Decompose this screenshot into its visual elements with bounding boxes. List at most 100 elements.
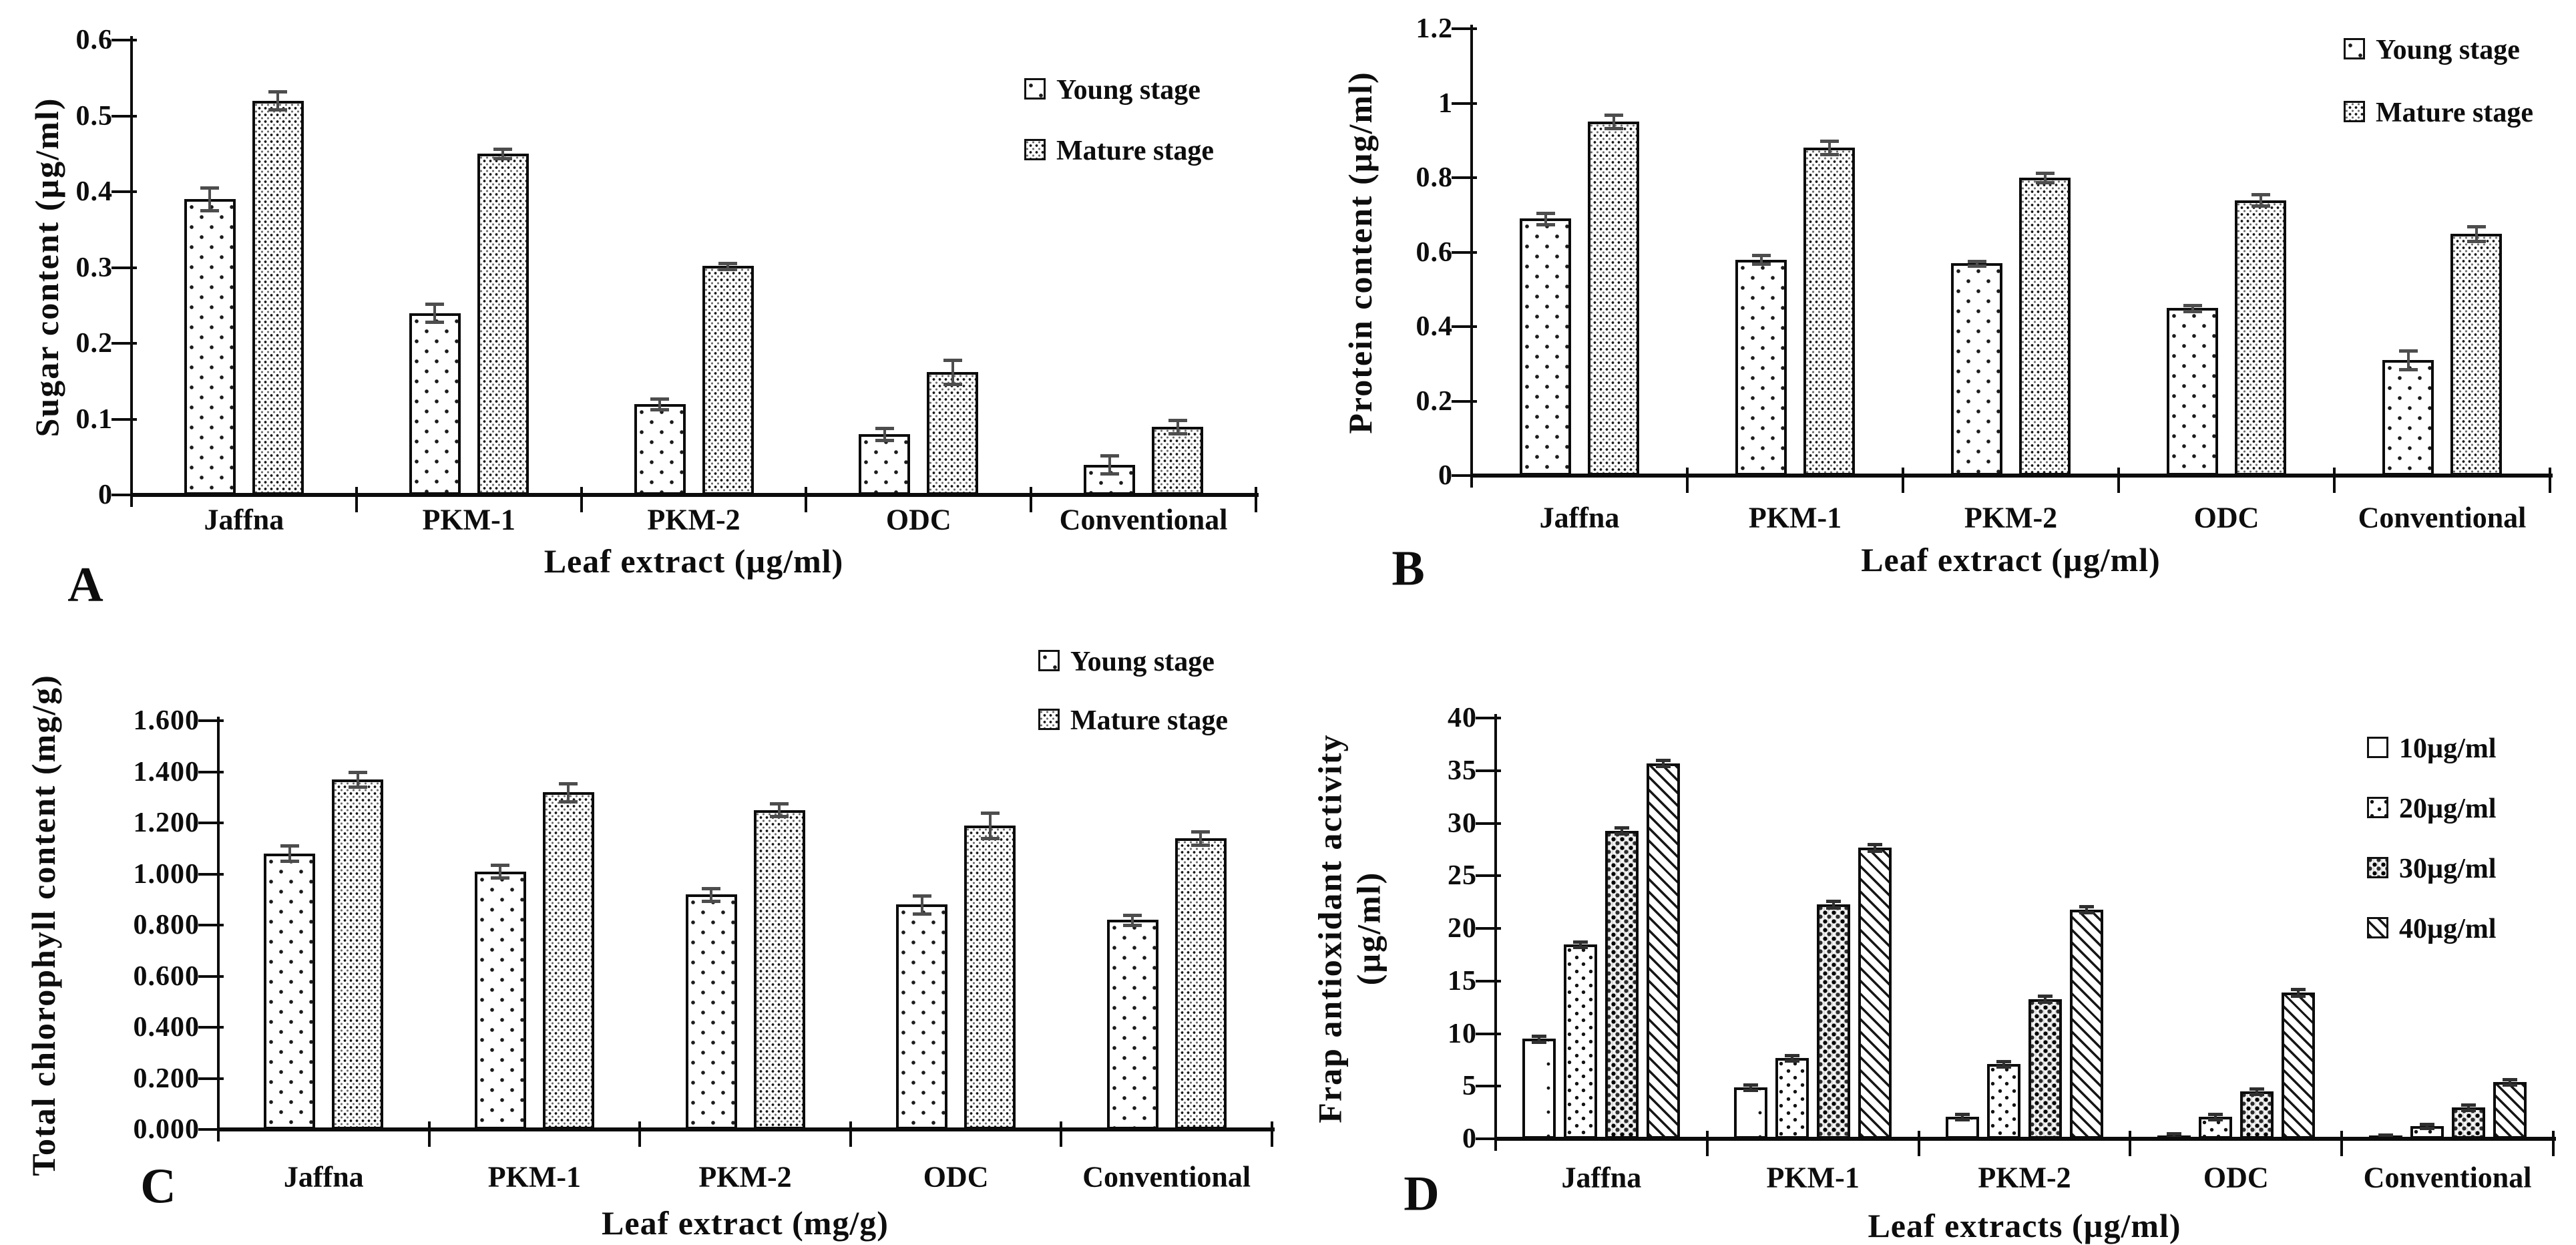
error-bar-cap-bottom — [268, 108, 288, 112]
error-bar-cap-bottom — [2419, 1127, 2434, 1131]
error-bar-cap-top — [2249, 1087, 2264, 1091]
error-bar-line — [1108, 456, 1111, 474]
bar — [2382, 360, 2434, 476]
x-tick-mark — [2333, 468, 2336, 493]
y-tick-label: 1.2 — [1416, 13, 1453, 44]
x-tick-mark — [805, 487, 808, 512]
error-bar-cap-top — [1819, 140, 1839, 144]
y-tick-mark — [1476, 1085, 1501, 1088]
y-tick-label: 35 — [1448, 755, 1477, 786]
x-axis-title: Leaf extracts (µg/ml) — [1868, 1207, 2181, 1244]
error-bar-cap-top — [491, 864, 510, 868]
x-tick-mark — [1030, 487, 1033, 512]
legend-swatch — [2344, 101, 2365, 122]
error-bar-cap-top — [1604, 114, 1623, 118]
legend-item: 20µg/ml — [2367, 793, 2576, 824]
bar — [2235, 200, 2286, 476]
error-bar-cap-bottom — [1604, 127, 1623, 131]
legend-label: Young stage — [1070, 647, 1215, 677]
error-bar-cap-top — [1826, 900, 1842, 904]
legend-label: Mature stage — [2376, 98, 2533, 128]
legend-swatch — [1038, 709, 1060, 730]
legend-label: Mature stage — [1070, 705, 1228, 736]
x-axis-title: Leaf extract (µg/ml) — [544, 542, 844, 580]
bar — [2281, 993, 2315, 1139]
error-bar-cap-bottom — [2207, 1117, 2223, 1121]
error-bar-cap-bottom — [1751, 262, 1771, 266]
error-bar-line — [883, 428, 886, 441]
category-label: Jaffna — [204, 503, 284, 536]
error-bar-cap-top — [702, 886, 720, 890]
error-bar-line — [710, 888, 712, 901]
y-tick-mark — [1452, 176, 1477, 179]
error-bar-cap-bottom — [2398, 368, 2418, 372]
error-bar-line — [1131, 914, 1134, 925]
error-bar-cap-top — [2378, 1133, 2393, 1137]
bar — [2028, 999, 2062, 1139]
error-bar-cap-bottom — [491, 876, 510, 880]
error-bar-cap-bottom — [2035, 180, 2055, 184]
category-label: PKM-2 — [1964, 501, 2058, 534]
error-bar-line — [726, 262, 729, 269]
error-bar-cap-top — [2290, 988, 2306, 992]
y-tick-mark — [1476, 769, 1501, 772]
x-tick-mark — [427, 1121, 431, 1147]
y-tick-mark — [198, 974, 224, 978]
error-bar-cap-top — [2035, 172, 2055, 176]
y-tick-label: 0.2 — [1416, 385, 1453, 417]
error-bar-cap-top — [875, 427, 894, 431]
category-label: Jaffna — [283, 1160, 364, 1194]
y-tick-label: 0.000 — [133, 1114, 200, 1145]
category-label: PKM-1 — [1766, 1161, 1860, 1194]
error-bar-cap-top — [1532, 1034, 1547, 1038]
error-bar-cap-bottom — [2290, 994, 2306, 998]
error-bar-cap-bottom — [559, 799, 578, 804]
x-tick-mark — [355, 487, 358, 512]
bar — [542, 792, 594, 1129]
error-bar-cap-top — [2419, 1123, 2434, 1126]
error-bar-line — [2406, 351, 2410, 370]
error-bar-line — [1544, 213, 1547, 224]
legend-label: 20µg/ml — [2399, 793, 2497, 824]
error-bar-cap-top — [2166, 1132, 2181, 1136]
y-tick-label: 0.800 — [133, 910, 200, 940]
error-bar-line — [2508, 1079, 2511, 1085]
error-bar-line — [1662, 760, 1665, 767]
y-tick-mark — [198, 719, 224, 722]
panel-C: Total chlorophyll content (mg/g) 0.000 0.2… — [0, 622, 1288, 1245]
error-bar-line — [433, 304, 437, 323]
error-bar-cap-top — [718, 261, 737, 265]
panel-D: Frap antioxidant activity (µg/ml) 0 5 10 15 20… — [1288, 622, 2576, 1245]
panel-letter: B — [1391, 541, 1425, 596]
x-tick-mark — [1255, 487, 1257, 512]
error-bar-cap-top — [1785, 1053, 1800, 1057]
error-bar-line — [1759, 255, 1763, 264]
y-tick-label: 0.200 — [133, 1063, 200, 1094]
x-axis-line — [1470, 474, 2553, 478]
error-bar-line — [1621, 827, 1624, 834]
error-bar-cap-top — [280, 844, 299, 848]
y-tick-label: 1.000 — [133, 858, 200, 890]
error-bar-line — [288, 846, 291, 862]
error-bar-cap-top — [1751, 254, 1771, 257]
error-bar-cap-top — [1615, 826, 1630, 830]
error-bar-line — [2296, 989, 2300, 996]
bar — [1522, 1039, 1556, 1139]
y-tick-label: 1.200 — [133, 808, 200, 838]
y-tick-label: 40 — [1448, 703, 1477, 733]
bar — [2239, 1091, 2274, 1139]
legend-label: 40µg/ml — [2399, 914, 2497, 944]
y-tick-mark — [112, 417, 137, 421]
legend-label: Mature stage — [1056, 136, 1214, 166]
error-bar-line — [2085, 906, 2088, 913]
error-bar-cap-top — [1100, 454, 1119, 458]
y-tick-mark — [112, 114, 137, 118]
y-tick-mark — [198, 1128, 224, 1131]
error-bar-cap-bottom — [912, 912, 931, 916]
bar — [474, 871, 526, 1129]
error-bar-cap-top — [1123, 913, 1142, 917]
category-label: PKM-1 — [1748, 501, 1842, 534]
error-bar-cap-top — [912, 894, 931, 898]
error-bar-cap-top — [2466, 224, 2486, 228]
legend-item: Young stage — [1038, 647, 1265, 677]
